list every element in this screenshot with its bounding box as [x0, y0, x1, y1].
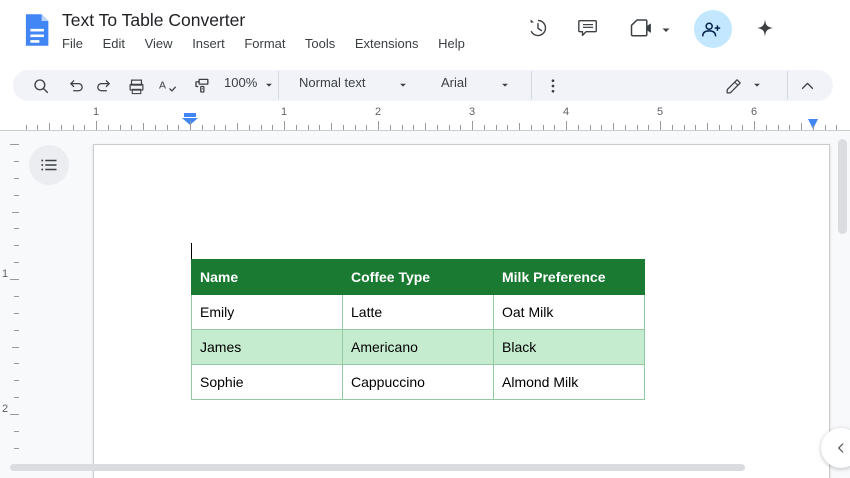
svg-text:A: A: [159, 80, 166, 92]
